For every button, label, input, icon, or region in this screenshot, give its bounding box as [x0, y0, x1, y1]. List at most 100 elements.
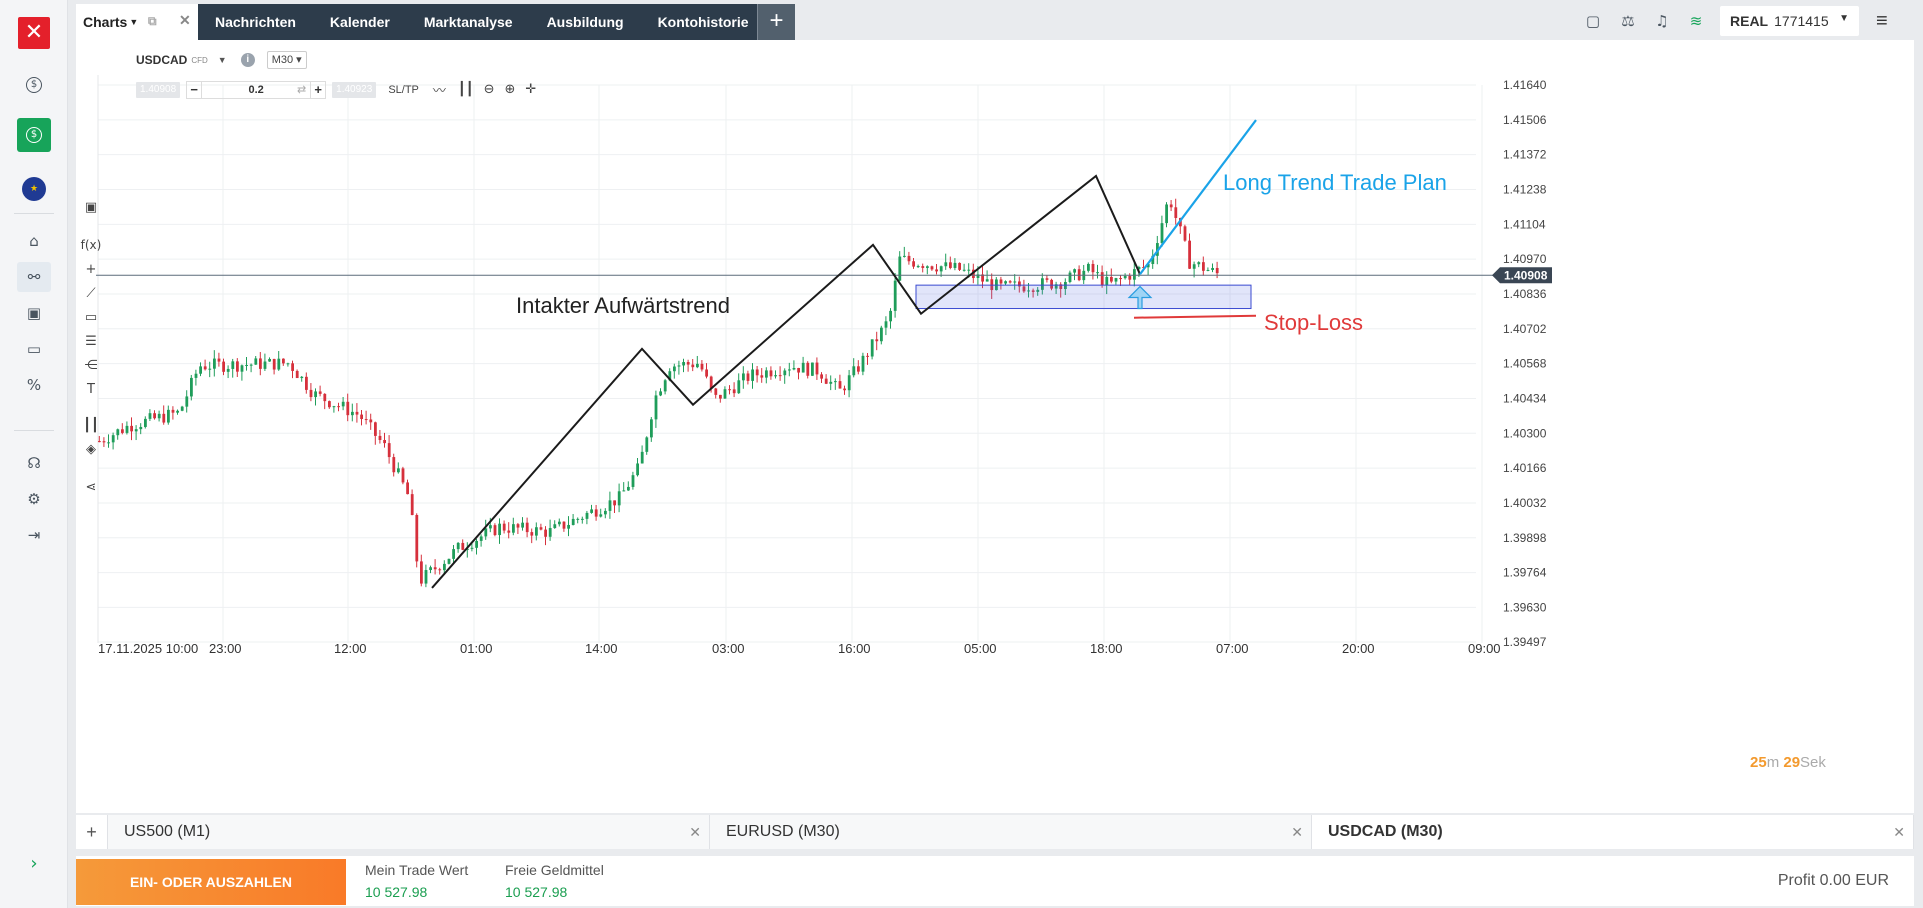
quantity-stepper[interactable]: − 0.2 ⇄ +: [186, 80, 327, 99]
zoom-in-icon[interactable]: ⊕: [504, 82, 516, 97]
close-icon[interactable]: ✕: [1291, 824, 1303, 840]
symbol-header: USDCAD CFD ▼ i M30 ▾: [136, 51, 307, 69]
nav-nachrichten[interactable]: Nachrichten: [215, 14, 296, 30]
candle-body: [1114, 278, 1118, 282]
y-tick-label: 1.39898: [1503, 531, 1547, 545]
close-icon[interactable]: ✕: [689, 824, 701, 840]
logout-icon[interactable]: ⇥: [27, 526, 41, 544]
chevron-down-icon[interactable]: ▼: [129, 17, 139, 27]
chart-type-icon[interactable]: ▣: [84, 200, 98, 215]
candle-body: [558, 521, 561, 525]
trendline-icon[interactable]: ⟋: [86, 286, 96, 301]
chart-panel[interactable]: 1.41640 1.41506 1.41372 1.41238 1.41104 1.409…: [76, 40, 1914, 813]
candle-body: [217, 358, 221, 362]
layout-icon[interactable]: ▢: [1585, 12, 1601, 30]
plus-button[interactable]: +: [314, 82, 322, 97]
settings-icon[interactable]: ⚙: [27, 490, 41, 508]
eu-flag-icon[interactable]: ★: [17, 174, 51, 204]
portfolio-icon[interactable]: ▣: [26, 304, 42, 322]
market-watch-icon[interactable]: ⚖: [1621, 12, 1635, 30]
candle-body: [1036, 289, 1040, 292]
add-chart-button[interactable]: +: [76, 815, 108, 849]
minus-button[interactable]: −: [190, 82, 198, 97]
candle-style-icon[interactable]: ┃┃: [83, 418, 99, 433]
y-tick-label: 1.41372: [1503, 148, 1547, 162]
account-selector[interactable]: REAL 1771415 ▼: [1720, 6, 1859, 36]
close-icon[interactable]: ✕: [1893, 824, 1905, 840]
candle-body: [976, 274, 980, 278]
candles-icon[interactable]: ┃┃: [457, 82, 474, 97]
crosshair-tool-icon[interactable]: +: [85, 262, 97, 277]
sell-price[interactable]: 1.40908: [136, 81, 181, 98]
bell-icon[interactable]: ♫: [1655, 12, 1669, 30]
nav-kontohistorie[interactable]: Kontohistorie: [657, 14, 749, 30]
percent-icon[interactable]: %: [26, 376, 42, 394]
symbol-dropdown-icon[interactable]: ▼: [217, 55, 227, 65]
text-icon[interactable]: T: [87, 382, 95, 397]
candle-body: [907, 255, 911, 262]
crosshair-icon[interactable]: ✛: [525, 82, 537, 97]
chart-tab-eurusd[interactable]: EURUSD (M30) ✕: [710, 815, 1312, 849]
candle-body: [121, 429, 124, 433]
headset-icon[interactable]: ☊: [27, 454, 41, 472]
candle-body: [1027, 290, 1030, 292]
pitchfork-icon[interactable]: ⋲: [84, 358, 98, 373]
trade-value: Mein Trade Wert 10 527.98: [365, 862, 469, 900]
x-tick-label: 14:00: [585, 641, 618, 656]
xtb-logo[interactable]: ✕: [18, 17, 50, 49]
buy-price[interactable]: 1.40923: [332, 81, 377, 98]
layers-icon[interactable]: ◈: [86, 442, 96, 457]
home-icon[interactable]: ⌂: [29, 232, 39, 250]
dollar-icon[interactable]: $: [17, 70, 51, 100]
candle-body: [424, 570, 428, 584]
nav-marktanalyse[interactable]: Marktanalyse: [423, 14, 513, 30]
candle-body: [493, 525, 497, 536]
deposit-withdraw-button[interactable]: EIN- ODER AUSZAHLEN: [76, 859, 346, 905]
chart-tab-us500[interactable]: US500 (M1) ✕: [108, 815, 710, 849]
candle-body: [456, 542, 460, 550]
chart-icon[interactable]: ⚯: [17, 262, 51, 292]
candle-body: [746, 373, 750, 381]
chevron-down-icon: ▼: [1839, 13, 1849, 24]
candle-body: [318, 391, 322, 394]
swap-icon[interactable]: ⇄: [296, 83, 307, 96]
main-nav: Nachrichten Kalender Marktanalyse Ausbil…: [198, 4, 795, 40]
card-icon[interactable]: ▭: [26, 340, 42, 358]
candle-body: [880, 327, 883, 342]
line-chart-icon[interactable]: 〰: [432, 84, 446, 99]
symbol-name[interactable]: USDCAD: [136, 53, 188, 67]
candle-body: [208, 368, 212, 370]
quantity-input[interactable]: 0.2 ⇄: [201, 81, 312, 98]
close-icon[interactable]: ✕: [179, 12, 191, 28]
share-icon[interactable]: ⋖: [85, 480, 97, 495]
hamburger-menu-icon[interactable]: ≡: [1876, 10, 1888, 32]
rectangle-icon[interactable]: ▭: [84, 310, 98, 325]
candle-body: [709, 376, 713, 389]
candle-body: [760, 375, 764, 378]
current-price-label: 1.40908: [1504, 268, 1548, 282]
candle-body: [148, 413, 152, 419]
candle-body: [613, 500, 616, 506]
tab-charts[interactable]: Charts ▼ ⧉ ✕: [76, 4, 198, 40]
chart-tab-usdcad[interactable]: USDCAD (M30) ✕: [1312, 815, 1914, 849]
price-chart[interactable]: 1.41640 1.41506 1.41372 1.41238 1.41104 1.409…: [76, 40, 1914, 813]
y-tick-label: 1.39630: [1503, 600, 1547, 614]
timeframe-select[interactable]: M30 ▾: [266, 51, 307, 69]
candle-body: [1211, 267, 1214, 270]
zoom-out-icon[interactable]: ⊖: [483, 82, 495, 97]
candle-body: [581, 518, 584, 520]
candle-body: [111, 435, 115, 443]
candle-body: [953, 262, 957, 268]
indicators-icon[interactable]: f(x): [80, 238, 102, 252]
info-icon[interactable]: i: [240, 53, 255, 67]
candle-body: [585, 512, 589, 519]
fibonacci-icon[interactable]: ☰: [85, 334, 97, 349]
sltp-button[interactable]: SL/TP: [388, 83, 419, 96]
popout-icon[interactable]: ⧉: [148, 14, 157, 28]
nav-ausbildung[interactable]: Ausbildung: [546, 14, 624, 30]
nav-kalender[interactable]: Kalender: [329, 14, 390, 30]
candle-body: [617, 491, 621, 506]
deposit-icon[interactable]: $: [17, 118, 51, 152]
add-tab-button[interactable]: +: [757, 4, 795, 40]
expand-sidebar-icon[interactable]: ›: [30, 852, 38, 874]
